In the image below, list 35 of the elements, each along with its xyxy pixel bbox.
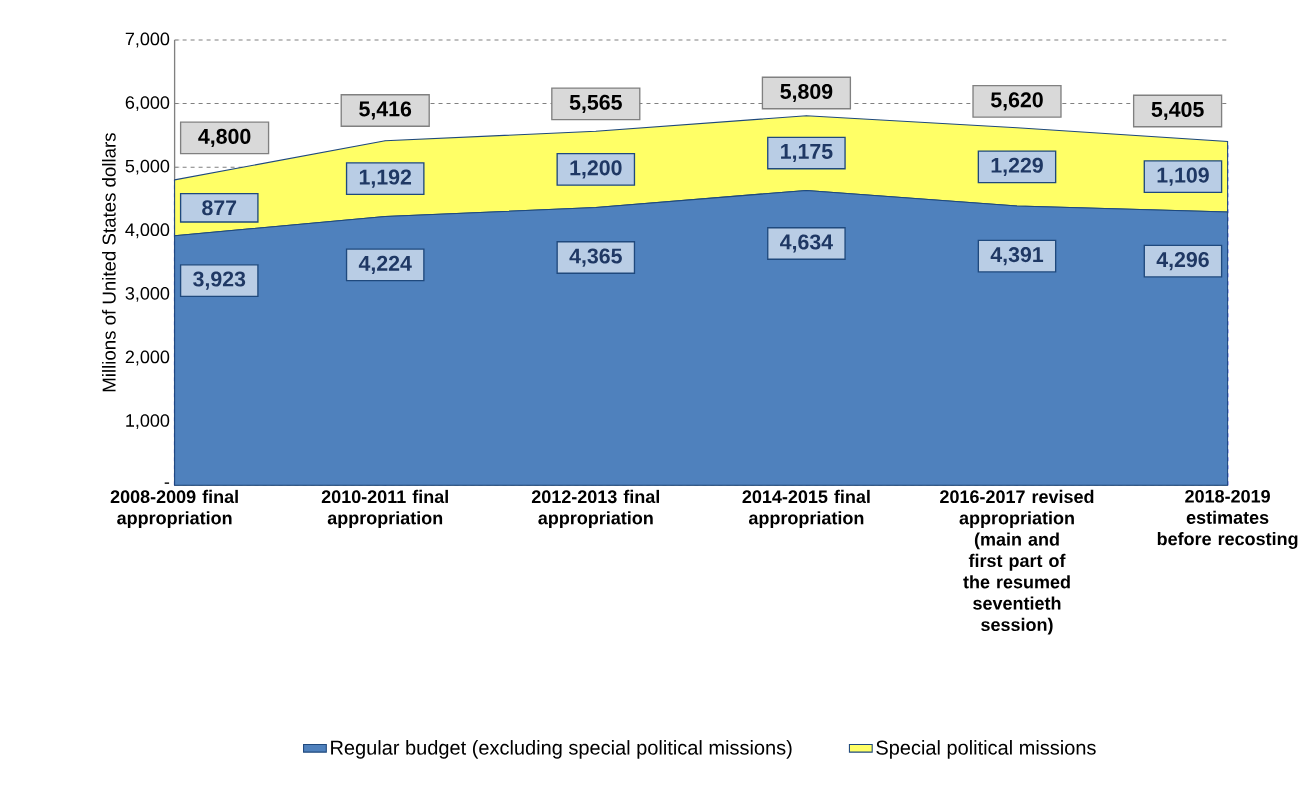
data-label: 4,296 [1156, 252, 1209, 271]
total-label: 5,416 [359, 101, 412, 120]
legend-label: Special political missions [876, 740, 1096, 759]
data-label: 1,200 [570, 160, 622, 179]
y-axis-title: Millions of United States dollars [102, 133, 116, 392]
data-label: 1,229 [991, 157, 1043, 177]
x-tick-label: 2008-2009 final appropriation [110, 490, 238, 529]
total-label: 4,800 [198, 128, 251, 148]
data-label: 877 [202, 200, 237, 216]
y-tick-label: 1,000 [126, 414, 170, 430]
data-label: 4,224 [358, 255, 412, 275]
data-label: 1,175 [781, 144, 833, 163]
data-label: 4,365 [569, 248, 622, 267]
y-tick-label: 5,000 [125, 159, 170, 175]
data-label: 4,634 [780, 234, 833, 253]
x-tick-label: 2014-2015 final appropriation [742, 490, 870, 529]
x-tick-label: 2010-2011 final appropriation [321, 490, 448, 529]
y-tick-label: 7,000 [125, 32, 170, 48]
x-tick-label: 2012-2013 final appropriation [531, 490, 660, 529]
data-label: 1,192 [359, 169, 412, 188]
total-label: 5,405 [1151, 102, 1204, 121]
total-label: 5,565 [569, 94, 622, 114]
total-label: 5,809 [780, 84, 833, 103]
data-label: 1,109 [1157, 167, 1209, 186]
data-label: 3,923 [193, 271, 246, 290]
y-tick-label: 3,000 [125, 287, 170, 302]
data-label: 4,391 [990, 247, 1044, 266]
x-tick-label: 2016-2017 revised appropriation (main and first part of the resumed seventieth session) [940, 490, 1094, 635]
x-tick-label: 2018-2019 estimates before recosting [1157, 490, 1298, 550]
total-label: 5,620 [990, 92, 1043, 111]
y-tick-label: - [164, 482, 170, 484]
y-tick-label: 2,000 [125, 350, 170, 366]
y-tick-label: 6,000 [125, 96, 170, 112]
y-tick-label: 4,000 [125, 223, 170, 239]
legend-label: Regular budget (excluding special political missions) [331, 740, 792, 759]
